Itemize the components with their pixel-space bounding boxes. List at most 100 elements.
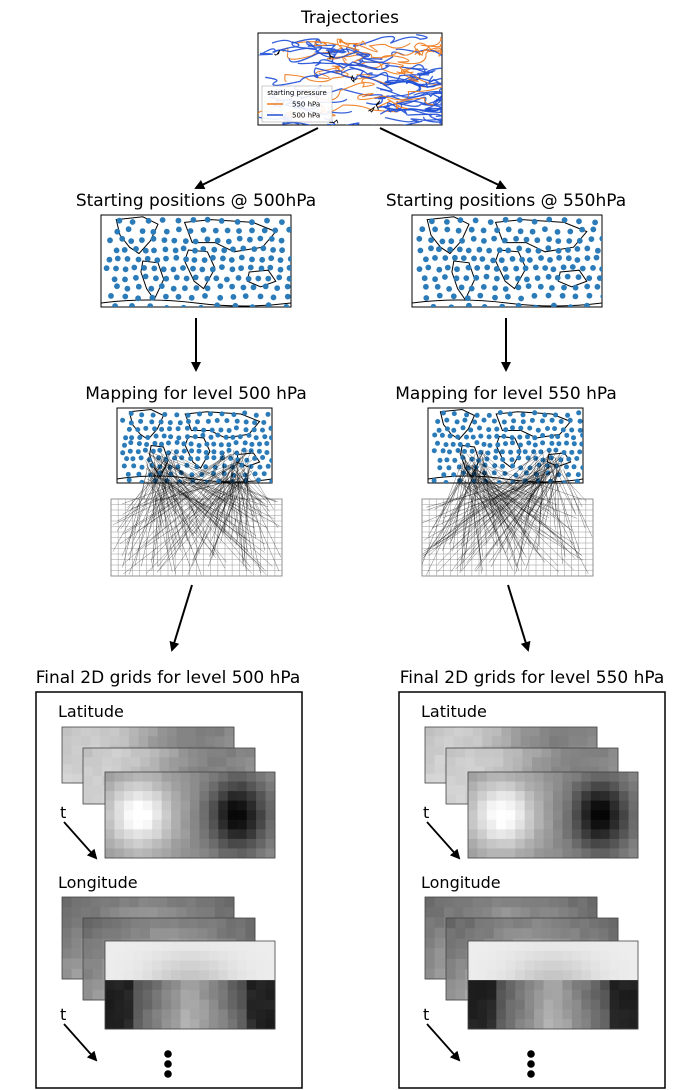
lon-grid-mid xyxy=(465,928,476,939)
start-title-550: Starting positions @ 550hPa xyxy=(386,191,626,211)
lat-grid-front xyxy=(571,819,582,830)
lon-grid-front xyxy=(246,960,257,971)
lon-grid-front xyxy=(571,941,582,952)
lat-grid-front xyxy=(619,791,629,802)
lon-grid-front xyxy=(105,1009,115,1020)
start-point xyxy=(188,441,194,447)
trajectory-line xyxy=(313,67,422,92)
start-point xyxy=(439,432,445,438)
lat-grid-front xyxy=(171,829,181,840)
start-point xyxy=(472,419,478,425)
mapping-line xyxy=(456,478,560,573)
trajectory-line xyxy=(394,106,442,112)
start-point xyxy=(516,245,523,252)
lon-grid-front xyxy=(562,999,573,1010)
column-550: Starting positions @ 550hPa Mapping for … xyxy=(386,191,666,1089)
lon-grid-front xyxy=(590,1019,601,1030)
lon-grid-front xyxy=(190,970,200,981)
lat-grid-front xyxy=(180,838,191,849)
start-point xyxy=(520,419,526,425)
lon-grid-front xyxy=(237,989,248,1001)
start-point xyxy=(586,292,593,299)
lon-grid-mid xyxy=(169,918,179,929)
lat-grid-front xyxy=(256,791,266,802)
start-point xyxy=(126,426,132,432)
start-point xyxy=(517,228,524,235)
mapping-line xyxy=(490,452,551,568)
lon-grid-mid xyxy=(83,938,93,950)
lat-grid-front xyxy=(515,848,526,859)
start-point xyxy=(176,226,182,233)
start-point xyxy=(545,245,552,252)
lon-grid-front xyxy=(218,1009,229,1020)
start-point xyxy=(160,266,167,273)
lat-grid-mid xyxy=(140,766,151,777)
mapping-line xyxy=(482,465,501,546)
lon-grid-front xyxy=(199,970,210,981)
lat-grid-back xyxy=(558,736,569,747)
lat-grid-back xyxy=(71,764,82,775)
start-point xyxy=(224,418,230,424)
lon-grid-front xyxy=(496,950,507,961)
lon-grid-front xyxy=(133,980,144,991)
lon-grid-mid xyxy=(598,928,609,939)
lat-grid-back xyxy=(90,727,101,737)
mapping-line xyxy=(464,468,558,566)
lon-grid-mid xyxy=(589,918,600,929)
lat-grid-front xyxy=(256,781,266,792)
start-point xyxy=(486,434,492,440)
lon-grid-front xyxy=(590,941,601,952)
start-point xyxy=(127,448,133,454)
start-point xyxy=(229,283,236,290)
start-point xyxy=(479,256,486,262)
lon-grid-front xyxy=(114,950,125,961)
start-point xyxy=(571,441,577,447)
start-point xyxy=(286,226,291,233)
start-point xyxy=(237,434,243,440)
lat-grid-front xyxy=(256,838,266,849)
lat-grid-front xyxy=(515,810,526,821)
lat-grid-front xyxy=(265,781,276,792)
start-point xyxy=(431,478,437,483)
start-point xyxy=(456,246,463,253)
mapping-line xyxy=(122,462,240,535)
lon-grid-mid xyxy=(446,959,456,970)
mapping-line xyxy=(555,463,563,565)
lat-grid-front xyxy=(600,838,611,849)
trajectory-line xyxy=(433,98,442,104)
lat-grid-front xyxy=(171,772,181,782)
lat-grid-front xyxy=(468,838,478,849)
lat-grid-front xyxy=(581,772,592,782)
lon-grid-back xyxy=(482,907,493,918)
start-point xyxy=(575,472,581,478)
start-point xyxy=(416,266,423,272)
mapping-line xyxy=(461,468,482,570)
lat-grid-front xyxy=(524,800,535,811)
lon-grid-front xyxy=(133,970,144,981)
mapping-line xyxy=(156,469,235,573)
start-point xyxy=(447,449,452,455)
lat-grid-mid xyxy=(474,757,485,768)
start-point xyxy=(135,295,142,302)
lat-grid-back xyxy=(128,736,139,747)
start-point xyxy=(135,256,142,263)
start-point xyxy=(128,420,134,426)
lon-grid-front xyxy=(534,941,544,952)
lon-grid-back xyxy=(434,917,445,929)
lon-grid-front xyxy=(468,980,478,991)
lon-grid-mid xyxy=(102,928,113,939)
lat-grid-front xyxy=(171,819,181,830)
lon-grid-front xyxy=(227,950,238,961)
lon-grid-front xyxy=(477,960,488,971)
lon-grid-mid xyxy=(455,989,466,1001)
lon-grid-back xyxy=(511,897,521,908)
start-point xyxy=(564,440,569,446)
lat-grid-mid xyxy=(455,776,466,786)
start-point xyxy=(119,235,126,242)
lon-grid-front xyxy=(619,950,629,961)
lon-grid-mid xyxy=(532,928,542,939)
time-label-lat-500: t xyxy=(60,803,66,822)
start-point xyxy=(128,411,134,416)
start-point xyxy=(440,410,446,416)
start-point xyxy=(567,304,574,307)
